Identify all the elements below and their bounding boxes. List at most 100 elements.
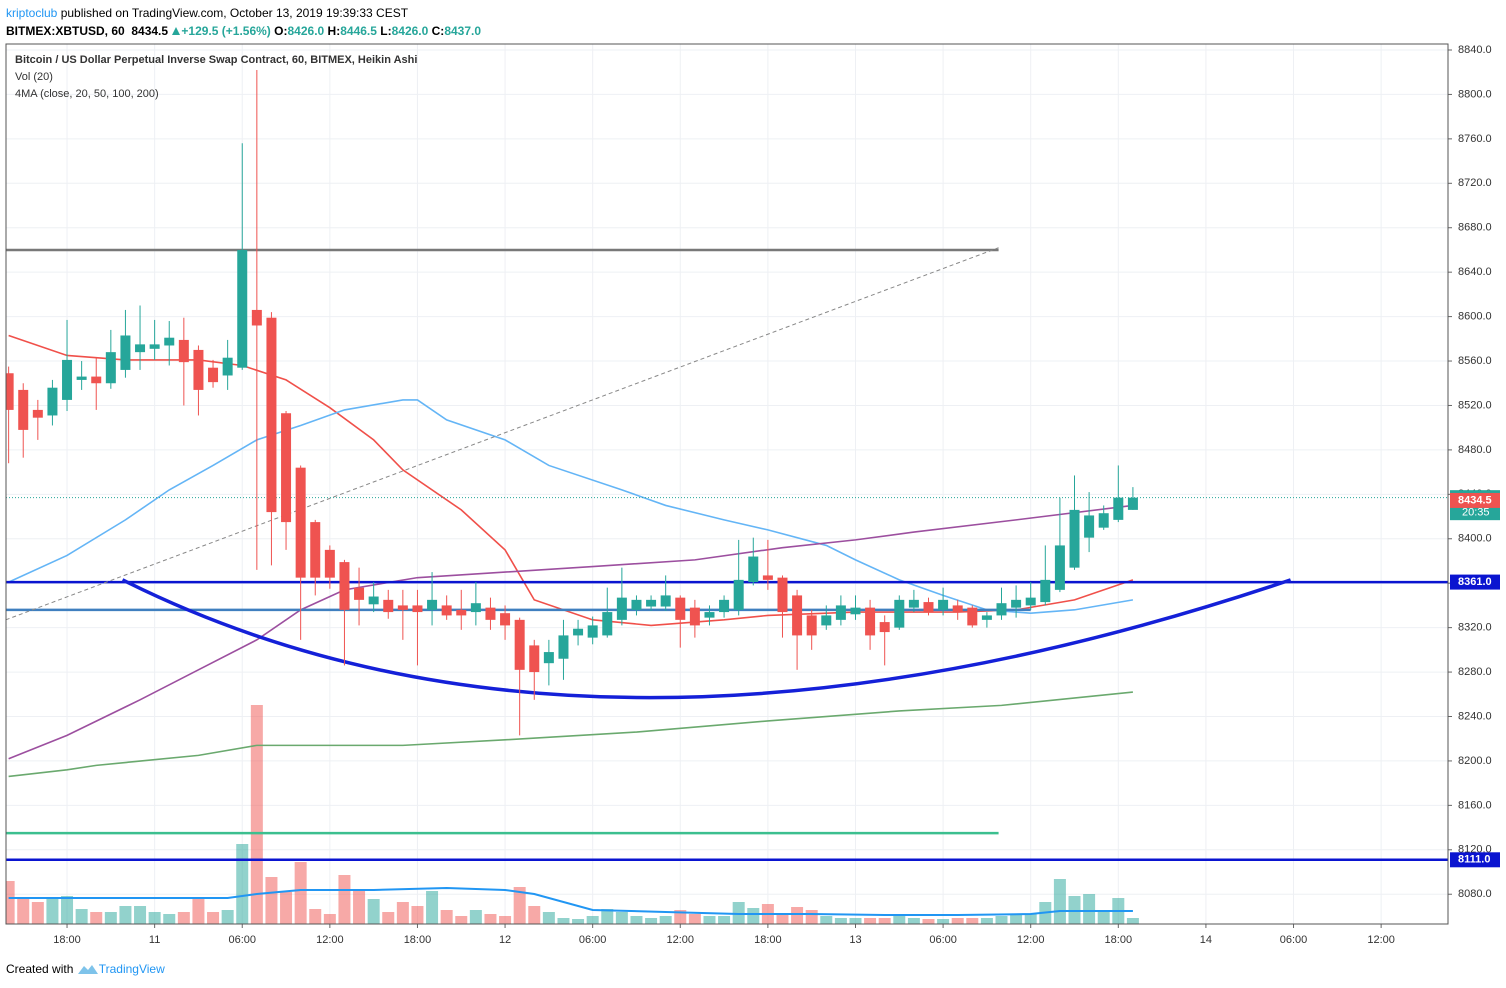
legend-entry: Bitcoin / US Dollar Perpetual Inverse Sw… [15, 54, 417, 66]
volume-bar [104, 912, 117, 924]
legend-entry: Vol (20) [15, 71, 53, 83]
x-tick-label: 18:00 [1105, 934, 1133, 946]
volume-bar [528, 906, 541, 924]
volume-bar [46, 897, 59, 924]
volume-bar [177, 912, 190, 924]
volume-bar [119, 906, 132, 924]
candle-body [222, 357, 233, 376]
x-tick-label: 18:00 [754, 934, 782, 946]
candle-body [62, 359, 73, 400]
price-label-box [1450, 492, 1500, 508]
y-tick-label: 8080.0 [1458, 888, 1492, 900]
y-tick-label: 8760.0 [1458, 133, 1492, 145]
candle-body [952, 605, 963, 613]
volume-bar [192, 897, 205, 924]
volume-bar [6, 881, 15, 924]
volume-bar [396, 902, 409, 924]
candle-body [1113, 497, 1124, 520]
volume-bar [1010, 914, 1023, 924]
x-tick-label: 13 [849, 934, 861, 946]
candle-body [1127, 497, 1138, 510]
candle-body [1054, 545, 1065, 590]
frame [5, 43, 1449, 925]
volume-bar [1053, 879, 1066, 924]
footer-brand[interactable]: TradingView [98, 962, 165, 976]
candle-body [208, 367, 219, 383]
candle-body [543, 652, 554, 664]
volume-bar [703, 916, 716, 924]
candle-body [456, 609, 467, 616]
volume-bar [31, 902, 44, 924]
candle-body [1011, 599, 1022, 608]
volume-bar [250, 705, 263, 924]
volume-bar [411, 906, 424, 924]
candle-body [660, 595, 671, 607]
x-tick-label: 12:00 [1017, 934, 1045, 946]
x-tick-label: 11 [149, 934, 160, 946]
candle-body [32, 409, 43, 418]
high: 8446.5 [340, 24, 377, 38]
candle-body [470, 603, 481, 613]
candle-body [1040, 579, 1051, 603]
volume-bar [688, 914, 701, 924]
volume-bar [1024, 914, 1037, 924]
volume-bar [75, 909, 88, 924]
x-tick-label: 12 [499, 934, 511, 946]
y-tick-label: 8160.0 [1458, 799, 1492, 811]
candle-body [397, 605, 408, 610]
author: kriptoclub [6, 6, 58, 20]
high-label: H: [327, 24, 341, 38]
x-tick-label: 06:00 [929, 934, 957, 946]
curve [121, 578, 1292, 700]
volume-bar [61, 896, 74, 924]
volume-bar [922, 919, 935, 924]
volume-ma [8, 886, 1133, 916]
y-tick-label: 8680.0 [1458, 222, 1492, 234]
candle-body [368, 596, 379, 605]
candle-body [105, 352, 116, 384]
candle-body [6, 373, 14, 410]
trend-line [6, 247, 999, 621]
publish-line: kriptoclub published on TradingView.com,… [6, 4, 481, 22]
candle-body [135, 344, 146, 353]
x-tick-label: 06:00 [1280, 934, 1308, 946]
volume-bar [455, 916, 468, 924]
tv-logo [77, 965, 98, 974]
candle-body [865, 607, 876, 636]
x-tick-label: 06:00 [579, 934, 607, 946]
volume-bar [513, 887, 526, 924]
volume-bar [834, 918, 847, 924]
candle-body [616, 597, 627, 620]
y-tick-label: 8640.0 [1458, 266, 1492, 278]
candle-body [251, 309, 262, 326]
candle-body [412, 605, 423, 613]
y-tick-label: 8720.0 [1458, 177, 1492, 189]
volume-bar [265, 877, 278, 924]
symbol: BITMEX:XBTUSD, 60 [6, 24, 125, 38]
price-label-box [1450, 852, 1500, 868]
close: 8437.0 [444, 24, 482, 38]
candle-body [310, 522, 321, 578]
volume-bar [469, 910, 482, 924]
volume-bar [615, 912, 628, 924]
candle-body [675, 597, 686, 620]
y-tick-label: 8840.0 [1458, 44, 1492, 56]
candle-body [149, 344, 160, 349]
candle-body [850, 607, 861, 615]
last-price: 8434.5 [131, 24, 169, 38]
candle-body [91, 376, 102, 384]
candle-body [646, 599, 657, 607]
volume-bar [426, 891, 439, 924]
candle-body [529, 645, 540, 673]
candle-body [324, 549, 335, 578]
candle-body [923, 602, 934, 613]
volume-bar [557, 918, 570, 924]
footer-text: Created with [6, 962, 74, 976]
candle-body [894, 599, 905, 628]
candle-body [47, 387, 58, 416]
candle-body [719, 599, 730, 613]
volume-bar [645, 918, 658, 924]
volume-bar [221, 910, 234, 924]
